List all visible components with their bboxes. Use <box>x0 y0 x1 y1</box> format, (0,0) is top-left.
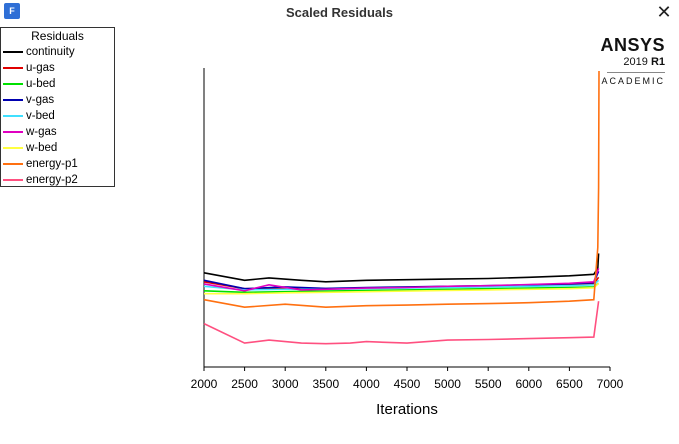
brand-divider <box>607 72 665 73</box>
legend-label: continuity <box>26 46 75 58</box>
legend-label: w-gas <box>26 126 57 138</box>
legend-item-w-bed: w-bed <box>1 140 114 156</box>
brand-edition: ACADEMIC <box>601 76 665 86</box>
brand-version: 2019 R1 <box>600 55 665 69</box>
series-line-u-bed <box>203 282 600 294</box>
legend-swatch <box>3 163 23 165</box>
series-line-energy-p1 <box>203 70 600 309</box>
x-tick-label: 3000 <box>272 377 299 391</box>
legend: Residuals continuity u-gas u-bed v-gas v-bed… <box>0 27 115 187</box>
legend-item-energy-p2: energy-p2 <box>1 172 114 188</box>
legend-swatch <box>3 131 23 133</box>
legend-label: u-gas <box>26 62 55 74</box>
x-tick-label: 5500 <box>475 377 502 391</box>
x-tick-label: 4500 <box>394 377 421 391</box>
brand-version-release: R1 <box>650 56 665 68</box>
legend-swatch <box>3 67 23 69</box>
series-line-w-gas <box>203 268 600 292</box>
legend-item-u-gas: u-gas <box>1 60 114 76</box>
legend-swatch <box>3 179 23 181</box>
legend-swatch <box>3 99 23 101</box>
brand-name: ANSYS <box>600 35 665 55</box>
legend-item-v-bed: v-bed <box>1 108 114 124</box>
legend-item-v-gas: v-gas <box>1 92 114 108</box>
legend-swatch <box>3 83 23 85</box>
x-axis-label: Iterations <box>376 401 438 418</box>
x-tick-label: 6500 <box>556 377 583 391</box>
legend-item-continuity: continuity <box>1 44 114 60</box>
legend-item-energy-p1: energy-p1 <box>1 156 114 172</box>
title-bar: F Scaled Residuals ✕ <box>0 0 679 26</box>
legend-items: continuity u-gas u-bed v-gas v-bed w-gas w-bed… <box>1 44 114 188</box>
x-tick-label: 4000 <box>353 377 380 391</box>
legend-item-w-gas: w-gas <box>1 124 114 140</box>
legend-title: Residuals <box>31 29 84 43</box>
legend-label: v-gas <box>26 94 55 106</box>
legend-label: u-bed <box>26 78 56 90</box>
series-line-v-bed <box>203 279 600 291</box>
legend-label: w-bed <box>26 142 58 154</box>
window-title: Scaled Residuals <box>286 5 393 20</box>
x-tick-label: 3500 <box>312 377 339 391</box>
x-tick-label: 6000 <box>515 377 542 391</box>
series-line-continuity <box>203 253 600 283</box>
ansys-logo: ANSYS 2019 R1 ACADEMIC <box>600 35 665 86</box>
legend-label: energy-p2 <box>26 174 78 186</box>
app-icon: F <box>4 3 20 19</box>
series-layer <box>203 70 600 345</box>
legend-swatch <box>3 51 23 53</box>
x-tick-label: 7000 <box>597 377 624 391</box>
x-tick-label: 5000 <box>434 377 461 391</box>
legend-swatch <box>3 115 23 117</box>
x-tick-label: 2000 <box>191 377 218 391</box>
series-line-w-bed <box>204 282 600 295</box>
x-tick-layer: 2000 2500 3000 3500 4000 4500 5000 5500 6000 6500… <box>191 367 624 391</box>
x-tick-label: 2500 <box>231 377 258 391</box>
brand-version-year: 2019 <box>623 56 648 68</box>
legend-label: v-bed <box>26 110 55 122</box>
legend-item-u-bed: u-bed <box>1 76 114 92</box>
close-icon[interactable]: ✕ <box>656 2 672 22</box>
series-line-energy-p2 <box>203 301 600 345</box>
legend-label: energy-p1 <box>26 158 78 170</box>
legend-swatch <box>3 147 23 149</box>
